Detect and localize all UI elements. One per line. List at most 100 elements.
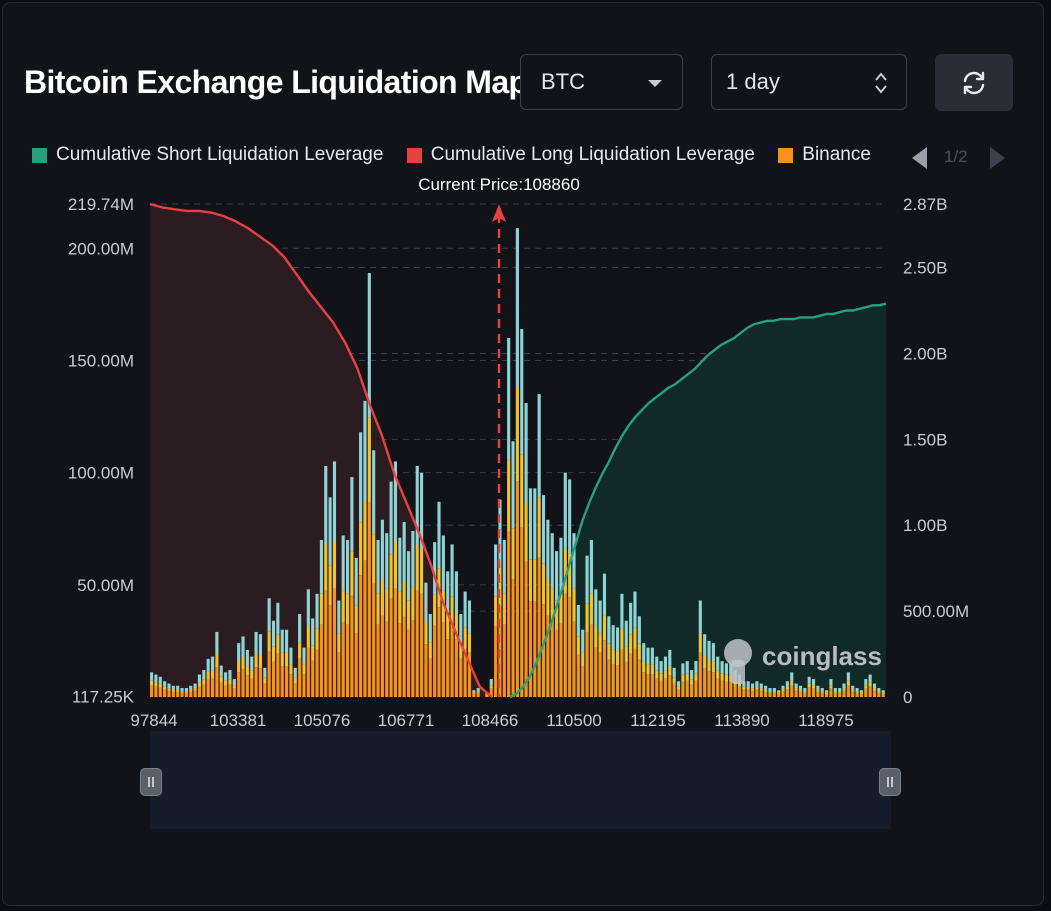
bar-binance [589,624,593,697]
x-tick-label: 106771 [378,711,435,730]
bar-bybit [833,691,837,693]
bar-bybit [224,680,228,686]
x-tick-label: 110500 [546,711,601,730]
bar-okx [393,461,398,542]
x-tick-label: 105076 [294,711,351,730]
bar-bybit [285,652,289,667]
bar-bybit [825,692,829,694]
legend-item-long[interactable]: Cumulative Long Liquidation Leverage [406,144,755,166]
bar-binance [206,679,210,697]
bar-binance [576,654,580,697]
legend-item-short[interactable]: Cumulative Short Liquidation Leverage [32,144,383,166]
bar-binance [550,621,554,697]
bar-okx [811,679,816,686]
bar-bybit [798,689,803,692]
coin-select[interactable]: BTC [520,54,683,110]
bar-bybit [276,634,280,654]
bar-okx [768,688,772,692]
zoom-slider-track[interactable] [150,731,891,829]
bar-binance [711,672,715,697]
bar-binance [524,561,528,697]
bar-binance [241,669,245,697]
zoom-handle-right[interactable] [879,768,901,796]
bar-binance [681,681,685,697]
bar-okx [541,495,546,564]
page-title: Bitcoin Exchange Liquidation Map [24,64,528,100]
bar-bybit [716,670,720,679]
bar-binance [764,691,768,697]
bar-binance [655,678,659,697]
bar-okx [563,472,567,549]
bar-okx [755,681,759,687]
bar-binance [459,658,463,697]
bar-okx [668,649,672,666]
bar-binance [350,595,354,697]
y-right-tick-label: 500.00M [903,602,969,621]
bar-binance [541,604,546,697]
y-right-tick-label: 2.50B [903,259,947,278]
bar-okx [276,602,280,635]
bar-binance [729,681,733,697]
bar-bybit [859,692,864,694]
bar-binance [772,692,776,697]
bar-binance [380,615,384,697]
bar-okx [507,338,511,461]
bar-okx [842,683,846,689]
bar-bybit [485,694,489,695]
bar-binance [690,684,694,697]
bar-binance [215,667,219,697]
bar-okx [724,663,728,675]
bar-bybit [459,642,463,659]
bar-binance [563,593,567,697]
bar-bybit [846,680,850,686]
bar-binance [859,693,864,697]
y-left-tick-label: 117.25K [72,688,135,707]
bar-bybit [424,621,428,645]
bar-binance [598,652,602,697]
bar-okx [868,674,872,683]
bar-binance [289,674,293,697]
bar-bybit [589,593,593,625]
bar-binance [276,653,280,697]
bar-okx [311,618,315,646]
bar-bybit [306,625,310,648]
bar-bybit [868,682,872,687]
y-right-tick-label: 2.00B [903,344,947,363]
bar-okx [655,656,659,671]
legend-item-binance[interactable]: Binance [778,144,871,166]
legend-next-icon[interactable] [990,147,1005,169]
refresh-button[interactable] [935,54,1013,111]
bar-binance [615,665,620,697]
bar-bybit [328,565,332,606]
bar-okx [777,690,781,693]
bar-okx [315,593,319,629]
zoom-handle-left[interactable] [140,768,162,796]
bar-okx [446,571,450,615]
bar-bybit [790,680,794,686]
coinglass-logo-icon [724,639,752,667]
bar-bybit [568,553,572,597]
bar-okx [781,685,785,690]
bar-bybit [676,686,681,690]
bar-binance [511,579,515,697]
bar-okx [494,544,498,597]
bar-binance [250,678,254,697]
bar-binance [254,667,258,697]
bar-bybit [219,676,223,683]
bar-bybit [267,631,271,652]
bar-binance [463,648,467,697]
range-select[interactable]: 1 day [711,54,907,110]
bar-okx [237,643,241,662]
bar-okx [289,647,293,665]
bar-binance [851,691,855,697]
bar-bybit [210,670,215,679]
legend-prev-icon[interactable] [912,147,927,169]
bar-binance [271,661,276,697]
bar-binance [694,680,698,697]
bar-okx [646,647,650,665]
bar-okx [197,674,202,683]
bar-okx [650,647,654,665]
bar-okx [189,685,193,690]
bar-okx [324,465,328,545]
bar-okx [533,488,537,560]
